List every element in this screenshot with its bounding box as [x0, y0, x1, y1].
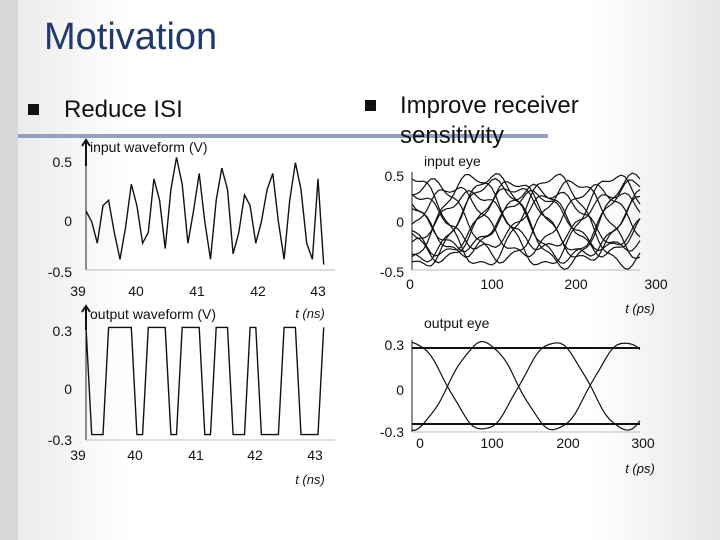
plot-4-xtick: 200: [556, 435, 580, 451]
plot-2-xtick: 43: [307, 447, 323, 463]
plot-3-ytick: 0.5: [385, 168, 405, 184]
plot-3-ytick: -0.5: [380, 264, 404, 280]
bullet-marker-2: [365, 100, 376, 111]
plot-2-ytick: -0.3: [48, 432, 72, 448]
plot-3-xtick: 100: [480, 276, 504, 292]
plot-3-title: input eye: [424, 153, 481, 169]
plot-3-ytick: 0: [396, 214, 404, 230]
plot-1-xtick: 43: [310, 283, 326, 299]
plot-4-xtick: 100: [480, 435, 504, 451]
plot-3-xtick: 0: [406, 276, 414, 292]
bullet-marker-1: [28, 104, 39, 115]
plot-2-xtick: 39: [70, 447, 86, 463]
input-eye-trace: [411, 189, 641, 253]
input-eye-trace: [411, 184, 641, 258]
bullet-text-1: Reduce ISI: [64, 96, 183, 123]
plot-2-xtick: 40: [127, 447, 143, 463]
input-waveform-line: [85, 157, 325, 265]
plot-1-xtick: 40: [128, 283, 144, 299]
plot-1-arrow: [81, 138, 91, 166]
output-eye-trace: [411, 340, 641, 432]
plot-2-xtick: 41: [188, 447, 204, 463]
title-rule: [18, 134, 548, 138]
input-eye-trace: [411, 178, 641, 264]
plot-1-xlabel: t (ns): [295, 306, 325, 321]
output-waveform-line: [85, 326, 325, 436]
input-eye-trace: [411, 173, 641, 270]
bullet-text-2-line2: sensitivity: [400, 122, 505, 149]
slide-title: Motivation: [44, 16, 218, 58]
plot-4-ytick: -0.3: [380, 424, 404, 440]
bullet-text-2-line1: Improve receiver: [400, 92, 579, 119]
plot-2-arrow: [81, 304, 91, 330]
input-eye-trace: [411, 183, 641, 258]
plot-1-xtick: 39: [70, 283, 86, 299]
plot-2-ytick: 0.3: [53, 323, 73, 339]
output-eye-trace: [411, 341, 641, 431]
input-eye-trace: [411, 187, 641, 257]
input-eye-trace: [411, 173, 641, 266]
input-eye-trace: [411, 177, 641, 264]
plot-4-xtick: 300: [631, 435, 655, 451]
plot-4-xlabel: t (ps): [625, 461, 655, 476]
plot-3-xtick: 300: [644, 276, 668, 292]
plot-1-xtick: 41: [189, 283, 205, 299]
plot-4-xtick: 0: [416, 435, 424, 451]
plot-4-title: output eye: [424, 315, 490, 331]
plot-1-ytick: 0.5: [53, 154, 73, 170]
plot-1-ytick: -0.5: [48, 264, 72, 280]
plot-4-ytick: 0.3: [385, 337, 405, 353]
plot-2-title: output waveform (V): [90, 306, 216, 322]
plot-2-xlabel: t (ns): [295, 472, 325, 487]
plot-1-ytick: 0: [64, 213, 72, 229]
plot-4-ytick: 0: [396, 382, 404, 398]
input-eye-trace: [411, 189, 641, 251]
plot-3-xtick: 200: [564, 276, 588, 292]
slide-left-bar: [0, 0, 18, 540]
plot-1-title: input waveform (V): [90, 139, 207, 155]
plot-3-xlabel: t (ps): [625, 301, 655, 316]
plot-2-ytick: 0: [64, 381, 72, 397]
plot-2-xtick: 42: [247, 447, 263, 463]
plot-1-xtick: 42: [250, 283, 266, 299]
